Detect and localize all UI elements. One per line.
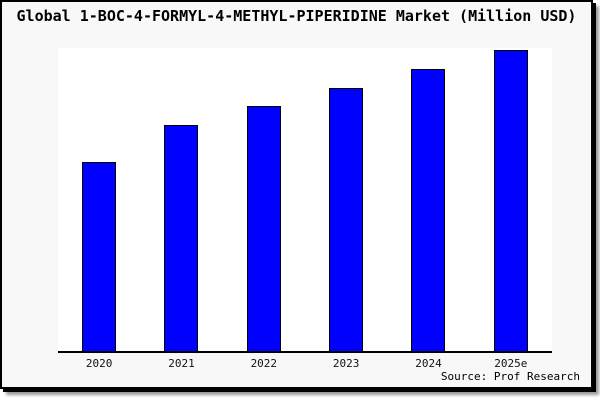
x-tick-label: 2022: [250, 357, 278, 370]
bar-2023: [329, 88, 364, 351]
bar-slot: [387, 48, 469, 351]
bar-2021: [164, 125, 199, 351]
plot-area: [58, 48, 552, 353]
bar-slot: [58, 48, 140, 351]
chart-card: Global 1-BOC-4-FORMYL-4-METHYL-PIPERIDIN…: [0, 0, 593, 389]
x-axis-tick-labels: 2020 2021 2022 2023 2024 2025e: [58, 357, 552, 371]
source-credit: Source: Prof Research: [440, 370, 580, 383]
chart-title: Global 1-BOC-4-FORMYL-4-METHYL-PIPERIDIN…: [16, 7, 577, 25]
x-tick-label: 2023: [332, 357, 360, 370]
bar-slot: [470, 48, 552, 351]
bar-2025e: [493, 50, 528, 351]
bar-2020: [82, 162, 117, 351]
x-tick-label: 2024: [415, 357, 442, 370]
bar-slot: [140, 48, 222, 351]
bar-slot: [305, 48, 387, 351]
bars-container: [58, 48, 552, 351]
x-tick-label: 2020: [85, 357, 113, 370]
bar-2024: [411, 69, 446, 351]
bar-slot: [223, 48, 305, 351]
bar-2022: [246, 106, 281, 351]
x-tick-label: 2025e: [494, 357, 528, 370]
x-tick-label: 2021: [168, 357, 195, 370]
